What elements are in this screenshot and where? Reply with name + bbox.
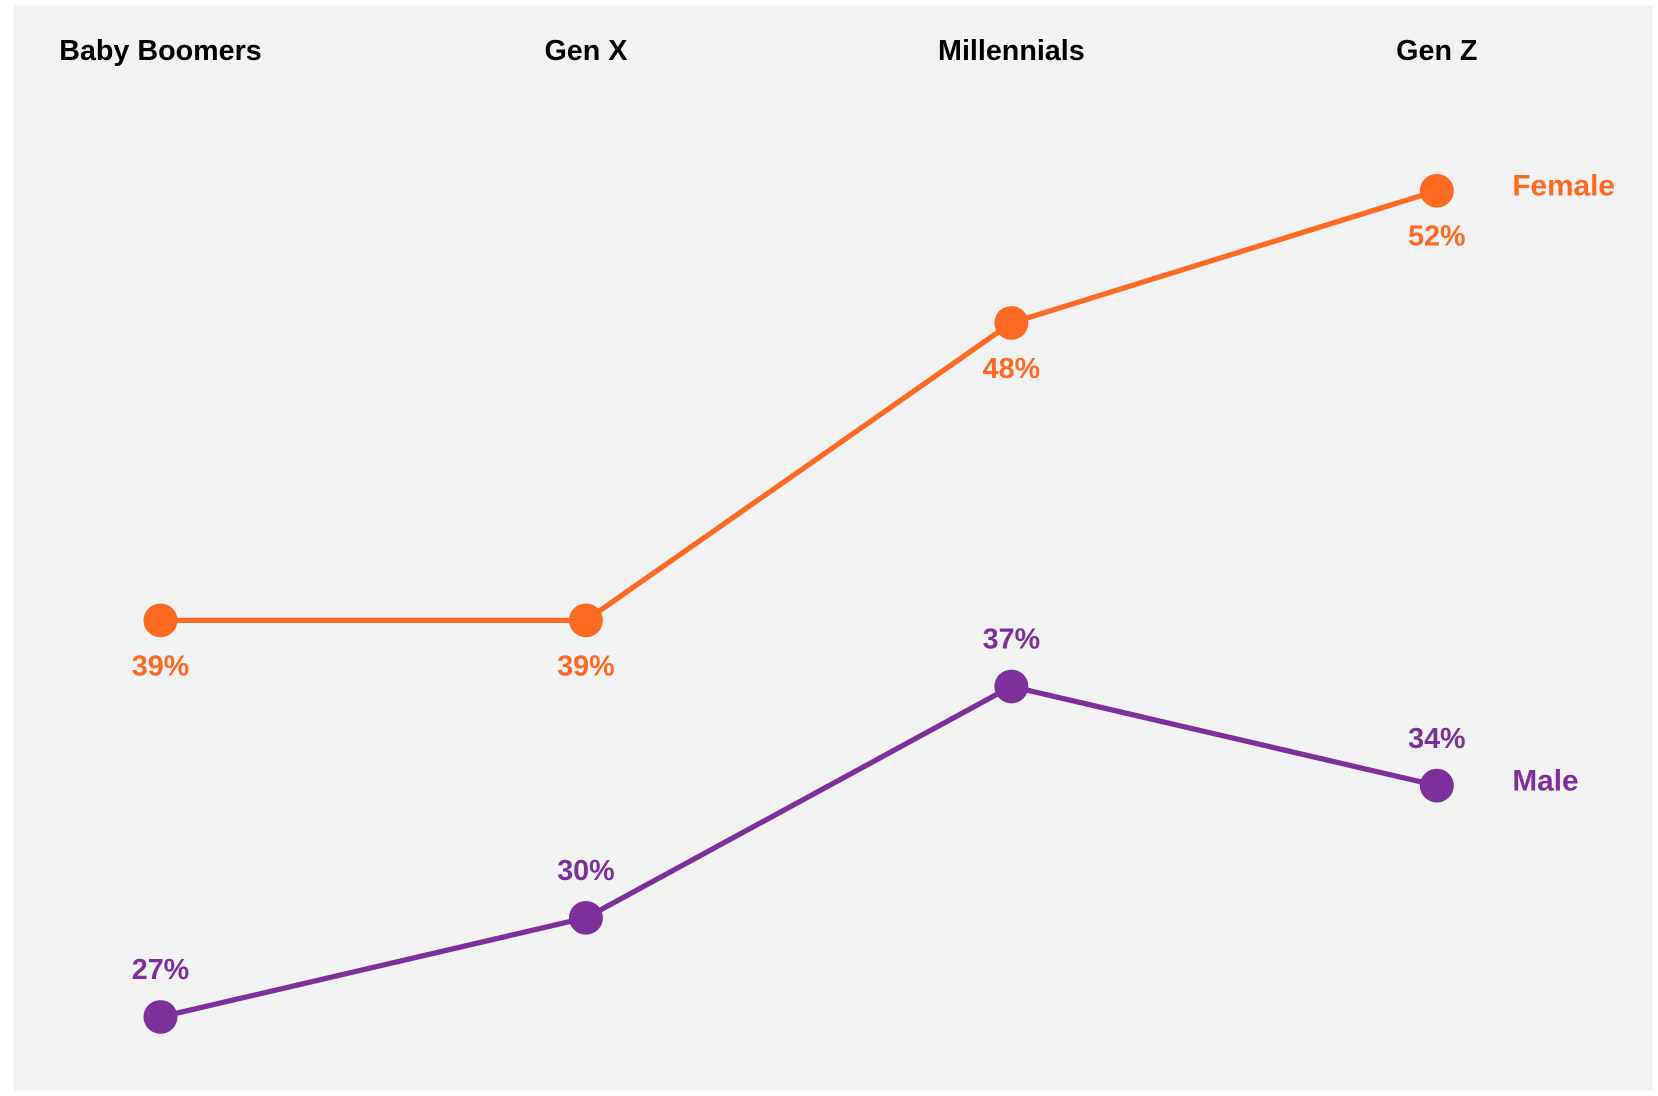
series-line [159, 683, 1438, 1020]
data-point [1419, 173, 1454, 208]
data-label: 34% [1408, 723, 1465, 755]
plot-background [13, 5, 1653, 1091]
category-label: Baby Boomers [59, 35, 261, 67]
category-label: Millennials [938, 35, 1085, 67]
data-label: 39% [557, 650, 614, 682]
data-label: 48% [983, 353, 1040, 385]
data-point [568, 603, 603, 638]
data-label: 39% [132, 650, 189, 682]
data-point [994, 669, 1029, 704]
data-point [568, 900, 603, 935]
data-label: 37% [983, 624, 1040, 656]
data-label: 52% [1408, 221, 1465, 253]
category-label: Gen Z [1396, 35, 1477, 67]
series-label: Male [1512, 764, 1578, 797]
series-label: Female [1512, 169, 1615, 202]
data-point [143, 1000, 178, 1034]
data-point [994, 306, 1029, 340]
data-label: 30% [557, 855, 614, 887]
category-label: Gen X [544, 35, 627, 67]
data-label: 27% [132, 954, 189, 986]
data-point [143, 603, 178, 638]
series-line [160, 188, 1438, 624]
data-point [1419, 768, 1454, 803]
